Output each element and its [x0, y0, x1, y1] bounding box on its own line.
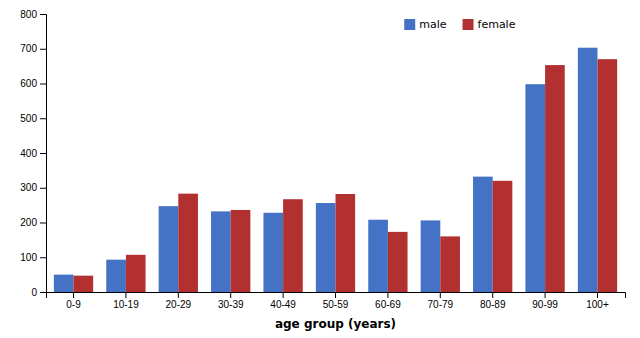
bar	[597, 59, 617, 292]
y-tick: 700	[20, 43, 46, 54]
bar	[106, 260, 126, 292]
bar	[283, 199, 303, 292]
y-tick-mark	[40, 118, 46, 119]
x-tick-label: 50-59	[323, 299, 349, 310]
x-tick-label: 100+	[586, 299, 609, 310]
x-tick: 70-79	[428, 292, 454, 310]
y-tick: 400	[20, 148, 46, 159]
x-tick: 80-89	[480, 292, 506, 310]
bar	[440, 236, 460, 292]
x-axis-title: age group (years)	[275, 317, 396, 331]
x-tick-label: 80-89	[480, 299, 506, 310]
bars	[54, 48, 617, 292]
x-tick: 20-29	[166, 292, 192, 310]
x-tick-mark	[178, 292, 179, 298]
y-tick-label: 800	[20, 9, 37, 20]
y-tick-mark	[40, 223, 46, 224]
x-tick-label: 20-29	[166, 299, 192, 310]
x-tick: 10-19	[113, 292, 139, 310]
legend-item: female	[463, 18, 516, 31]
y-tick-label: 200	[20, 217, 37, 228]
x-tick: 100+	[586, 292, 609, 310]
bar-series	[54, 48, 598, 292]
bar	[368, 220, 388, 292]
legend: male female	[404, 18, 515, 31]
x-tick: 60-69	[375, 292, 401, 310]
y-tick-mark	[40, 14, 46, 15]
bar	[263, 213, 283, 292]
x-tick-mark	[597, 292, 598, 298]
bar	[493, 181, 513, 292]
bar-series	[74, 59, 618, 292]
x-tick-mark	[230, 292, 231, 298]
x-tick-mark	[125, 292, 126, 298]
y-tick-label: 600	[20, 78, 37, 89]
bar	[473, 177, 493, 292]
bar	[421, 220, 441, 292]
bar	[578, 48, 598, 292]
x-tick: 50-59	[323, 292, 349, 310]
x-tick-label: 0-9	[66, 299, 81, 310]
x-tick: 40-49	[270, 292, 296, 310]
x-tick-mark	[283, 292, 284, 298]
x-tick-label: 40-49	[270, 299, 296, 310]
bar	[74, 276, 94, 292]
legend-label: female	[478, 18, 516, 31]
y-tick-mark	[40, 188, 46, 189]
x-tick-mark	[492, 292, 493, 298]
bar	[525, 84, 545, 292]
x-axis: 0-9 10-19 20-29 30-39 40-49 50-59 60-69 70-79 80…	[47, 292, 626, 310]
y-tick-mark	[40, 292, 46, 293]
x-tick: 30-39	[218, 292, 244, 310]
x-tick-mark	[545, 292, 546, 298]
bar	[316, 203, 336, 292]
x-tick-mark	[335, 292, 336, 298]
x-axis-line	[47, 293, 626, 299]
bar	[336, 194, 356, 292]
bar	[159, 206, 179, 292]
y-tick: 0	[31, 287, 46, 298]
x-tick-mark	[387, 292, 388, 298]
y-tick-mark	[40, 49, 46, 50]
x-tick-label: 10-19	[113, 299, 139, 310]
chart: 0 100 200 300 400 500 600 700 800 0-9 10-19 20-29 30…	[0, 0, 640, 338]
bar	[211, 211, 231, 292]
x-tick: 90-99	[532, 292, 558, 310]
y-tick-label: 700	[20, 43, 37, 54]
y-tick-label: 100	[20, 252, 37, 263]
y-tick-label: 400	[20, 148, 37, 159]
legend-item: male	[404, 18, 447, 31]
bar	[54, 275, 74, 292]
y-tick-mark	[40, 153, 46, 154]
x-tick-label: 70-79	[428, 299, 454, 310]
bar	[545, 65, 565, 292]
y-tick-label: 0	[31, 287, 37, 298]
y-tick-label: 500	[20, 113, 37, 124]
y-tick-label: 300	[20, 182, 37, 193]
x-tick: 0-9	[66, 292, 81, 310]
y-tick-mark	[40, 257, 46, 258]
y-axis: 0 100 200 300 400 500 600 700 800	[20, 9, 46, 298]
x-tick-mark	[73, 292, 74, 298]
y-tick: 100	[20, 252, 46, 263]
bar	[231, 210, 251, 292]
legend-swatch	[463, 19, 474, 30]
bar	[178, 194, 198, 292]
y-tick: 600	[20, 78, 46, 89]
x-tick-mark	[440, 292, 441, 298]
x-tick-label: 90-99	[532, 299, 558, 310]
y-tick-mark	[40, 84, 46, 85]
legend-label: male	[419, 18, 447, 31]
y-tick: 200	[20, 217, 46, 228]
x-tick-label: 30-39	[218, 299, 244, 310]
y-tick: 800	[20, 9, 46, 20]
bar	[388, 232, 408, 292]
legend-swatch	[404, 19, 415, 30]
plot: 0 100 200 300 400 500 600 700 800 0-9 10-19 20-29 30…	[20, 9, 625, 310]
x-tick-label: 60-69	[375, 299, 401, 310]
y-tick: 500	[20, 113, 46, 124]
y-tick: 300	[20, 182, 46, 193]
y-axis-line	[40, 15, 47, 293]
bar	[126, 255, 146, 292]
